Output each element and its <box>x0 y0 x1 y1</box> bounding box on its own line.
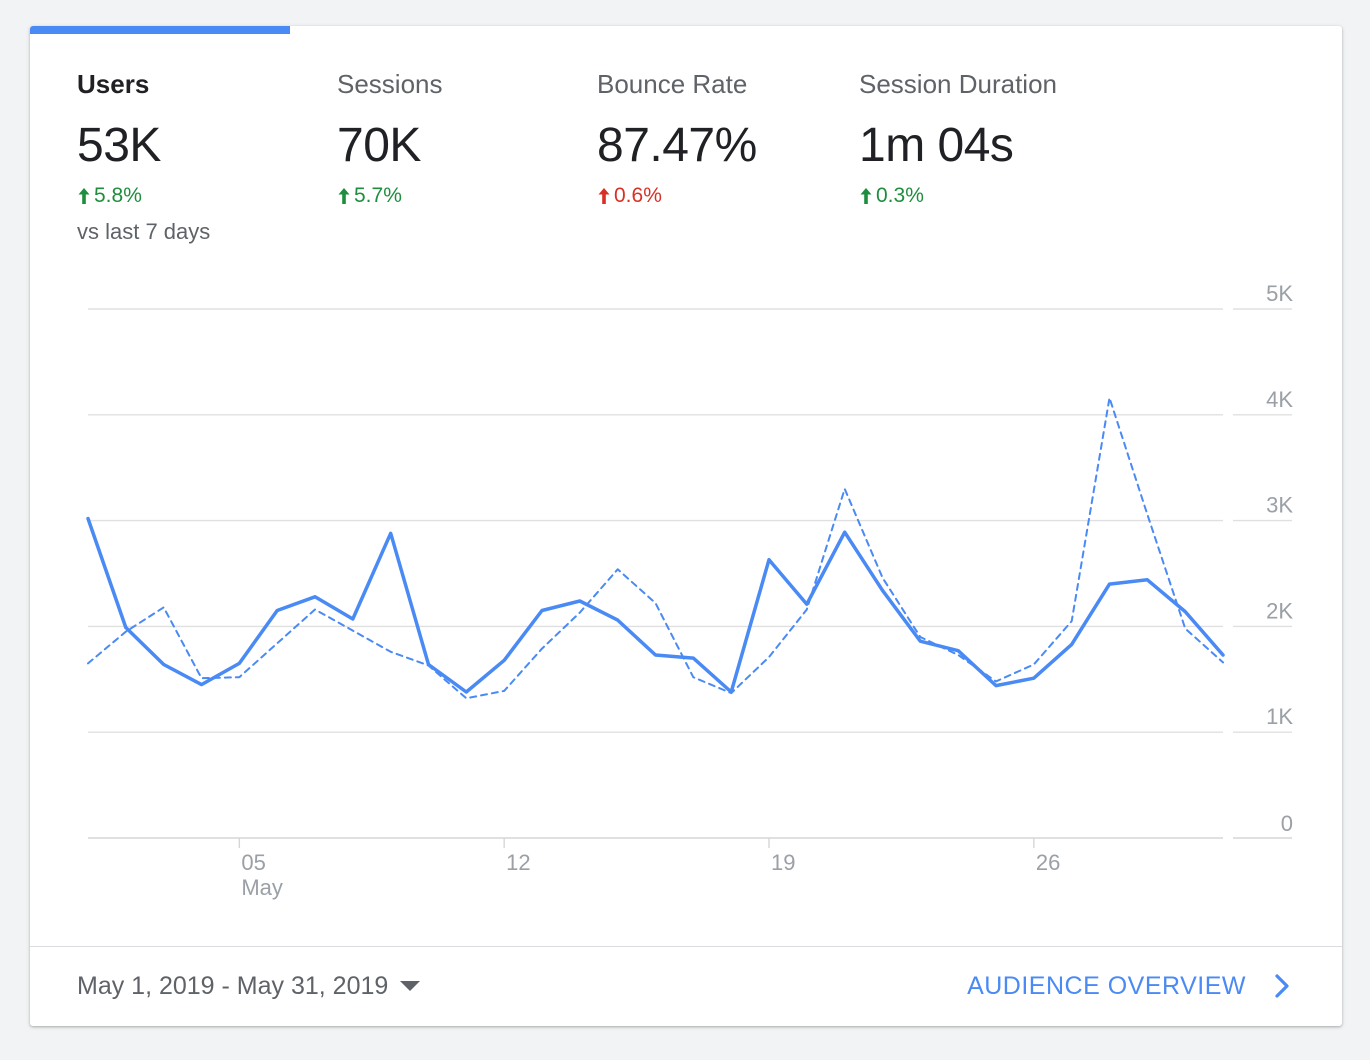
metric-change-value: 0.6% <box>614 184 662 207</box>
metric-change: 0.3% <box>859 182 1109 210</box>
x-tick-label: 26 <box>1036 850 1060 875</box>
metric-tab-users[interactable]: Users 53K 5.8% vs last 7 days <box>77 66 327 247</box>
metric-label: Session Duration <box>859 69 1057 99</box>
metric-change-value: 0.3% <box>876 184 924 207</box>
metric-change: 5.7% <box>337 182 587 210</box>
metric-value: 70K <box>337 119 421 172</box>
arrow-up-icon <box>859 186 876 206</box>
caret-down-icon <box>400 981 421 991</box>
metric-value: 87.47% <box>597 119 757 172</box>
metric-change-value: 5.8% <box>94 184 142 207</box>
footer-divider <box>30 946 1342 947</box>
y-tick-label: 4K <box>1266 387 1293 412</box>
users-line-chart: 0 1K 2K 3K 4K 5K 05 May 12 19 26 <box>30 26 1342 946</box>
metric-change-value: 5.7% <box>354 184 402 207</box>
y-tick-label: 2K <box>1266 598 1293 623</box>
audience-overview-label: AUDIENCE OVERVIEW <box>967 971 1246 1000</box>
y-tick-label: 0 <box>1281 811 1293 836</box>
metric-tab-bounce-rate[interactable]: Bounce Rate 87.47% 0.6% <box>597 66 847 210</box>
metric-label: Sessions <box>337 69 443 99</box>
y-tick-label: 3K <box>1266 493 1293 518</box>
y-tick-label: 1K <box>1266 704 1293 729</box>
metric-value: 53K <box>77 119 161 172</box>
metric-label: Bounce Rate <box>597 69 748 99</box>
series-line-previous-period <box>87 396 1224 700</box>
metric-label: Users <box>77 69 150 99</box>
audience-overview-link[interactable]: AUDIENCE OVERVIEW <box>967 966 1290 1006</box>
metric-value: 1m 04s <box>859 119 1014 172</box>
metric-change: 5.8% <box>77 182 327 210</box>
x-tick-sublabel: May <box>241 875 283 900</box>
comparison-period-label: vs last 7 days <box>77 219 211 244</box>
x-tick-label: 12 <box>506 850 530 875</box>
arrow-up-icon <box>597 186 614 206</box>
arrow-up-icon <box>77 186 94 206</box>
y-tick-label: 5K <box>1266 281 1293 306</box>
series-line-current-period <box>86 516 1225 694</box>
chevron-right-icon <box>1274 973 1290 999</box>
audience-card: Users 53K 5.8% vs last 7 days Sessions 7… <box>30 26 1342 1026</box>
date-range-label: May 1, 2019 - May 31, 2019 <box>77 971 389 1000</box>
metric-tab-sessions[interactable]: Sessions 70K 5.7% <box>337 66 587 210</box>
date-range-dropdown[interactable]: May 1, 2019 - May 31, 2019 <box>77 966 421 1006</box>
metric-tab-session-duration[interactable]: Session Duration 1m 04s 0.3% <box>859 66 1109 210</box>
arrow-up-icon <box>337 186 354 206</box>
metric-change: 0.6% <box>597 182 847 210</box>
active-tab-indicator <box>30 26 290 34</box>
x-tick-label: 05 <box>241 850 265 875</box>
x-tick-label: 19 <box>771 850 795 875</box>
